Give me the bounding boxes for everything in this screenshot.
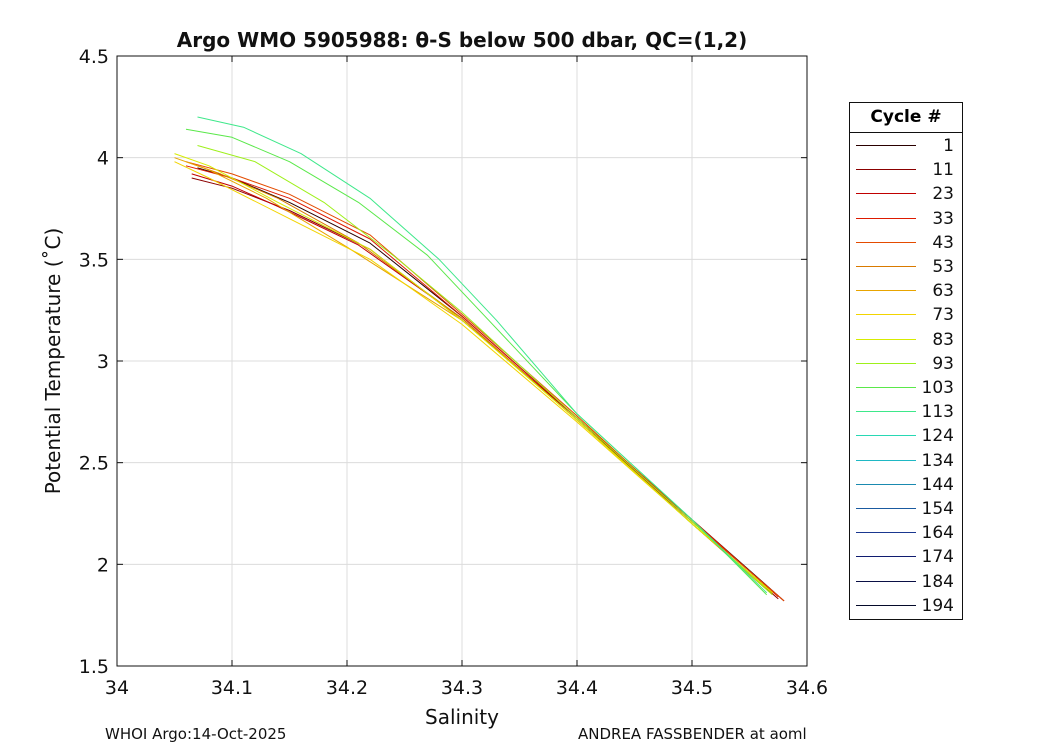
legend-label: 83 [932,329,954,350]
y-axis-label: Potential Temperature (˚C) [41,228,65,495]
legend-swatch [856,338,916,340]
legend-swatch [856,314,916,316]
legend-label: 113 [921,402,954,423]
legend-swatch [856,532,916,534]
legend-label: 53 [932,257,954,277]
y-tick-label: 3.5 [79,249,109,271]
legend-swatch [856,411,916,413]
x-tick-label: 34.3 [441,677,483,699]
legend-swatch [856,217,916,219]
legend-item: 93 [850,352,962,376]
legend-swatch [856,193,916,195]
legend-item: 124 [850,424,962,448]
y-tick-label: 3 [97,351,109,373]
y-tick-label: 4 [97,148,109,170]
legend-label: 33 [932,208,954,229]
legend-label: 43 [932,232,954,253]
legend-label: 144 [921,474,954,495]
y-ticks: 1.5 2 2.5 3 3.5 4 4.5 [79,46,807,678]
legend-swatch [856,290,916,292]
legend-swatch [856,145,916,146]
legend-label: 164 [921,523,954,544]
x-tick-label: 34.4 [556,677,598,699]
x-tick-label: 34 [105,677,129,699]
legend-item: 1 [850,134,962,158]
legend-title: Cycle # [850,103,962,133]
legend-item: 63 [850,279,962,303]
series-group [174,116,785,602]
y-tick-label: 2 [97,554,109,576]
legend-swatch [856,362,916,364]
y-tick-label: 4.5 [79,46,109,68]
legend-label: 1 [943,136,954,156]
legend-label: 134 [921,450,954,471]
legend-swatch [856,435,916,437]
legend-swatch [856,387,916,388]
legend-item: 11 [850,158,962,182]
legend-swatch [856,266,916,267]
legend-item: 194 [850,594,962,618]
legend-label: 11 [932,160,954,181]
series-line-11 [197,116,768,594]
legend: Cycle # 1 11 23 33 43 53 63 73 83 93 103 113 124 134 1… [849,102,963,620]
legend-swatch [856,604,916,606]
legend-item: 184 [850,570,962,594]
legend-swatch [856,459,916,461]
legend-item: 154 [850,497,962,521]
legend-swatch [856,508,916,509]
x-tick-label: 34.1 [211,677,253,699]
legend-label: 174 [921,547,954,568]
x-tick-label: 34.5 [671,677,713,699]
footer-source: WHOI Argo:14-Oct-2025 [105,725,287,743]
legend-item: 174 [850,545,962,569]
x-tick-label: 34.6 [786,677,828,699]
chart-title: Argo WMO 5905988: θ-S below 500 dbar, QC… [177,28,747,52]
series-line-9 [197,145,773,596]
legend-swatch [856,556,916,558]
legend-label: 73 [932,305,954,326]
legend-label: 124 [921,426,954,447]
legend-label: 154 [921,499,954,519]
legend-label: 184 [921,571,954,592]
legend-item: 23 [850,182,962,206]
footer-credit: ANDREA FASSBENDER at aoml [578,725,807,743]
legend-swatch [856,580,916,582]
legend-label: 23 [932,184,954,205]
legend-item: 144 [850,473,962,497]
y-tick-label: 1.5 [79,656,109,678]
legend-item: 83 [850,328,962,352]
legend-label: 93 [932,353,954,374]
x-ticks: 34 34.1 34.2 34.3 34.4 34.5 34.6 [105,56,828,699]
legend-item: 43 [850,231,962,255]
series-line-8 [174,153,773,594]
legend-item: 103 [850,376,962,400]
legend-item: 164 [850,521,962,545]
legend-swatch [856,169,916,171]
legend-item: 134 [850,449,962,473]
legend-item: 113 [850,400,962,424]
legend-item: 53 [850,255,962,279]
legend-label: 63 [932,281,954,302]
legend-label: 194 [921,595,954,616]
x-tick-label: 34.2 [326,677,368,699]
legend-item: 73 [850,303,962,327]
x-axis-label: Salinity [425,705,499,729]
legend-item: 33 [850,207,962,231]
y-tick-label: 2.5 [79,453,109,475]
legend-swatch [856,483,916,485]
legend-swatch [856,241,916,243]
legend-label: 103 [921,378,954,398]
